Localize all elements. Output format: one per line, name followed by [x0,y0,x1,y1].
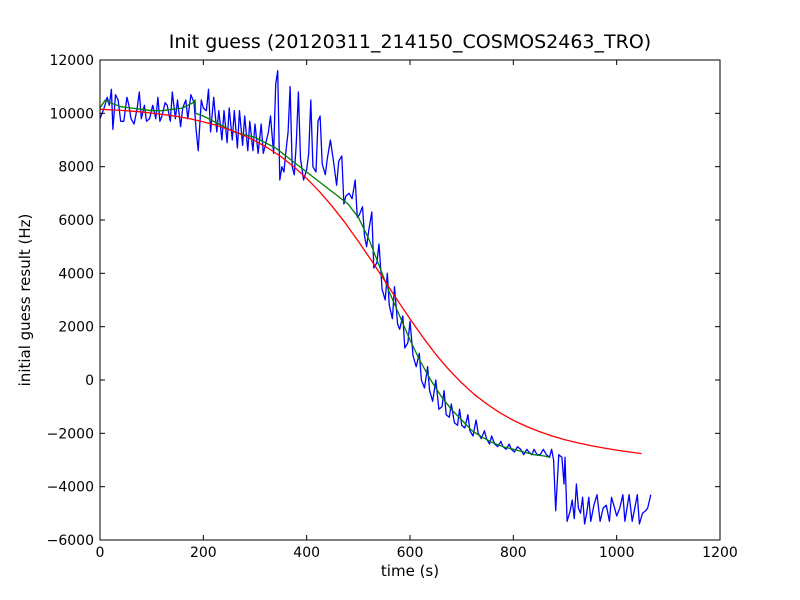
x-tick-label: 200 [190,545,217,561]
series-layer [99,70,652,525]
x-tick-label: 1200 [702,545,738,561]
y-tick-label: 8000 [58,160,94,176]
y-tick-label: 0 [85,373,94,389]
y-tick-label: −6000 [47,533,94,549]
x-tick-label: 0 [96,545,105,561]
y-tick-label: 10000 [49,106,94,122]
y-tick-label: 4000 [58,266,94,282]
raw-series-line [99,70,652,525]
x-axis-label: time (s) [381,562,439,580]
fit-series-line [99,108,642,455]
ticks-layer: 0 200 400 600 800 1000 1200 −6000 −4000 −2000 0 200… [47,53,738,561]
x-tick-label: 400 [293,545,320,561]
y-tick-label: 2000 [58,320,94,336]
y-tick-label: 12000 [49,53,94,69]
chart-title: Init guess (20120311_214150_COSMOS2463_T… [169,31,651,53]
plot-area [100,60,720,540]
x-tick-label: 800 [500,545,527,561]
y-tick-label: 6000 [58,213,94,229]
y-tick-label: −2000 [47,426,94,442]
y-tick-label: −4000 [47,480,94,496]
x-tick-label: 600 [397,545,424,561]
smoothed-series-line [99,99,550,458]
x-tick-label: 1000 [599,545,635,561]
y-axis-label: initial guess result (Hz) [16,214,34,387]
